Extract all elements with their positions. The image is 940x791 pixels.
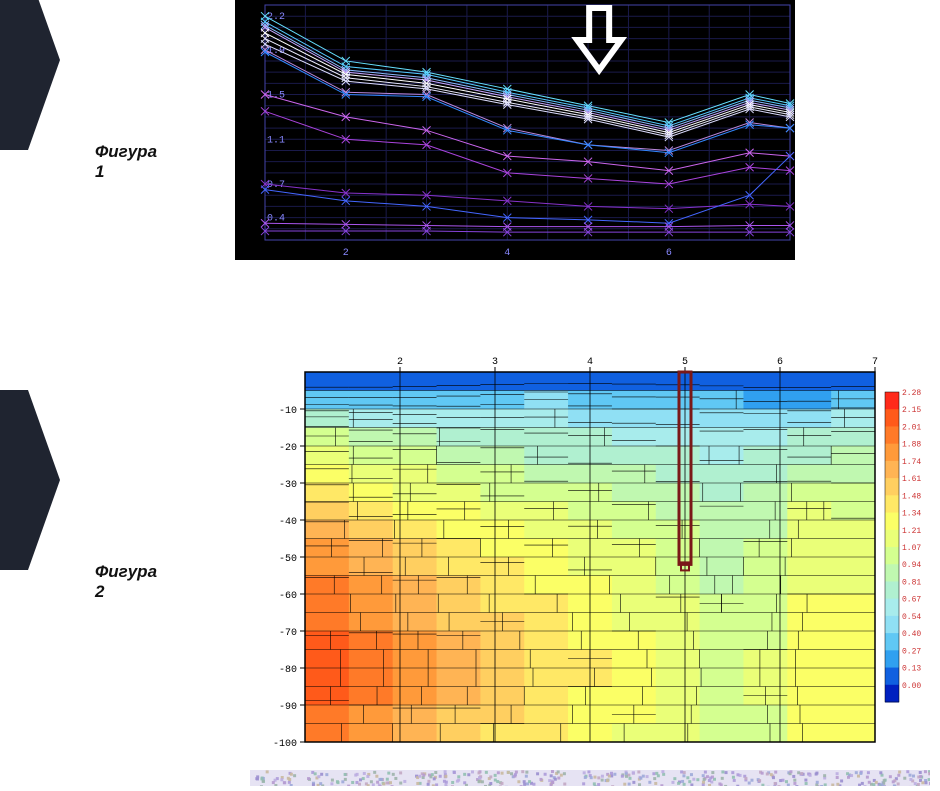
svg-text:-80: -80 <box>279 665 297 676</box>
svg-text:1.88: 1.88 <box>902 441 921 450</box>
svg-text:1.1: 1.1 <box>267 135 285 146</box>
svg-text:1.07: 1.07 <box>902 544 921 553</box>
svg-text:2: 2 <box>397 357 403 368</box>
svg-text:0.67: 0.67 <box>902 596 921 605</box>
figure-2-chart: 2 3 4 5 6 7 -10 -20 -30 -40 -50 -60 -70 -80 -90 -100 2.2… <box>250 350 930 750</box>
figure-1-chart: 2460.40.71.11.51.92.2 <box>235 0 795 260</box>
svg-text:0.54: 0.54 <box>902 613 921 622</box>
svg-text:0.27: 0.27 <box>902 647 921 656</box>
figure-2-text: Фигура 2 <box>95 562 157 602</box>
svg-text:-10: -10 <box>279 406 297 417</box>
svg-text:-100: -100 <box>273 739 297 750</box>
svg-text:-40: -40 <box>279 517 297 528</box>
svg-text:3: 3 <box>492 357 498 368</box>
svg-text:2.01: 2.01 <box>902 423 921 432</box>
svg-text:0.81: 0.81 <box>902 578 921 587</box>
svg-text:-30: -30 <box>279 480 297 491</box>
svg-text:2.2: 2.2 <box>267 12 285 23</box>
svg-text:5: 5 <box>682 357 688 368</box>
svg-text:2: 2 <box>343 248 349 259</box>
svg-text:1.34: 1.34 <box>902 510 921 519</box>
svg-text:-70: -70 <box>279 628 297 639</box>
svg-text:7: 7 <box>872 357 878 368</box>
svg-text:0.13: 0.13 <box>902 665 921 674</box>
noise-strip <box>250 770 930 786</box>
svg-text:-50: -50 <box>279 554 297 565</box>
svg-text:0.94: 0.94 <box>902 561 921 570</box>
svg-text:-20: -20 <box>279 443 297 454</box>
svg-text:0.00: 0.00 <box>902 682 921 691</box>
hex-shape-1 <box>0 0 60 150</box>
svg-text:4: 4 <box>504 248 510 259</box>
svg-text:2.15: 2.15 <box>902 406 921 415</box>
svg-text:1.61: 1.61 <box>902 475 921 484</box>
svg-text:1.21: 1.21 <box>902 527 921 536</box>
svg-text:6: 6 <box>666 248 672 259</box>
svg-text:-60: -60 <box>279 591 297 602</box>
svg-text:0.40: 0.40 <box>902 630 921 639</box>
figure-1-text: Фигура 1 <box>95 142 157 182</box>
svg-text:4: 4 <box>587 357 593 368</box>
svg-text:1.74: 1.74 <box>902 458 921 467</box>
hex-shape-2 <box>0 390 60 570</box>
svg-text:1.48: 1.48 <box>902 492 921 501</box>
svg-text:2.28: 2.28 <box>902 389 921 398</box>
svg-text:6: 6 <box>777 357 783 368</box>
svg-text:-90: -90 <box>279 702 297 713</box>
